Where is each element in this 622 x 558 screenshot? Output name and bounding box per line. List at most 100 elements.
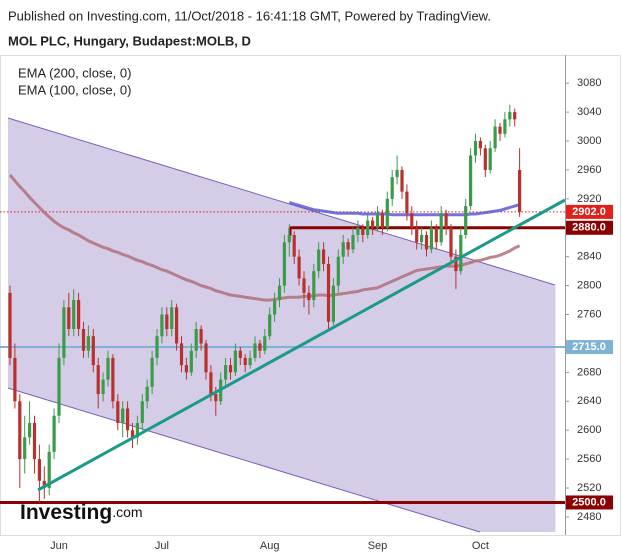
candle-body	[116, 401, 120, 423]
candle-body	[464, 206, 468, 235]
plot-frame	[0, 55, 621, 536]
candle-body	[390, 177, 394, 199]
level-label: 2902.0	[572, 206, 606, 218]
candle-body	[101, 379, 105, 395]
level-box	[566, 204, 613, 219]
candle-body	[155, 336, 159, 358]
candle-body	[13, 357, 17, 402]
candle-body	[37, 459, 41, 481]
candle-body	[449, 227, 453, 257]
candle-body	[361, 227, 365, 235]
candle-body	[282, 242, 286, 286]
level-box	[566, 220, 613, 235]
candle-body	[478, 141, 482, 149]
candle-body	[277, 285, 282, 301]
candle-body	[86, 336, 90, 351]
candle-body	[126, 408, 130, 431]
candle-body	[130, 430, 135, 438]
candle-body	[371, 220, 375, 228]
candle-body	[434, 227, 438, 243]
candle-body	[302, 278, 306, 293]
candle-body	[106, 357, 110, 380]
logo-main: Investing	[20, 501, 112, 524]
candle-body	[253, 343, 257, 358]
y-tick-label: 2600	[577, 424, 601, 436]
candle-body	[32, 422, 37, 460]
candle-body	[111, 357, 115, 402]
candle-body	[228, 365, 233, 373]
x-tick-label: Jul	[155, 540, 169, 552]
candle-body	[199, 328, 203, 344]
candle-body	[351, 235, 355, 250]
candle-body	[513, 112, 517, 120]
candle-body	[444, 213, 448, 228]
candle-body	[81, 328, 86, 351]
candle-body	[140, 401, 144, 423]
logo: Investing.com	[20, 501, 143, 524]
candle-body	[175, 307, 179, 344]
candle-body	[410, 213, 414, 228]
candle-body	[96, 365, 100, 395]
candle-body	[483, 148, 487, 170]
level-label: 2715.0	[572, 341, 606, 353]
candle-body	[233, 350, 237, 373]
candle-body	[204, 343, 208, 373]
candle-body	[52, 415, 56, 452]
candle-body	[366, 220, 370, 235]
x-tick-label: Aug	[260, 540, 280, 552]
candle-body	[346, 242, 350, 250]
candle-body	[307, 292, 311, 301]
candle-body	[72, 300, 76, 329]
candle-body	[8, 292, 12, 358]
candle-body	[189, 350, 193, 373]
level-box	[566, 340, 613, 355]
candle-body	[179, 343, 184, 366]
candle-body	[400, 169, 404, 192]
candle-body	[42, 480, 46, 489]
logo-suffix: .com	[112, 504, 142, 520]
y-tick-label: 2560	[577, 453, 601, 465]
level-label: 2880.0	[572, 222, 606, 234]
x-tick-label: Oct	[472, 540, 489, 552]
candle-body	[18, 401, 22, 460]
candle-body	[341, 242, 345, 257]
candle-body	[405, 191, 409, 214]
candle-body	[121, 408, 125, 423]
candle-body	[62, 307, 66, 358]
candle-body	[454, 256, 458, 272]
y-tick-label: 2840	[577, 251, 601, 263]
candle-body	[57, 357, 61, 416]
candle-body	[503, 119, 507, 134]
candle-body	[224, 365, 228, 380]
candle-body	[488, 148, 492, 170]
y-tick-label: 2760	[577, 308, 601, 320]
candle-body	[145, 386, 149, 402]
candle-body	[238, 350, 242, 358]
chart-title: MOL PLC, Hungary, Budapest:MOLB, D	[8, 33, 251, 48]
y-tick-label: 2480	[577, 511, 601, 523]
candle-body	[375, 213, 380, 228]
candle-body	[493, 126, 497, 149]
candle-body	[331, 285, 335, 322]
candle-body	[150, 357, 154, 387]
candle-body	[380, 213, 384, 228]
candle-body	[297, 256, 301, 279]
y-tick-label: 2960	[577, 164, 601, 176]
y-tick-label: 3080	[577, 77, 601, 89]
candle-body	[420, 235, 424, 243]
y-tick-label: 3040	[577, 106, 601, 118]
x-tick-label: Jun	[50, 540, 68, 552]
candle-body	[23, 437, 27, 460]
candle-body	[322, 249, 326, 264]
candle-body	[429, 227, 433, 250]
candle-body	[473, 141, 478, 156]
candle-body	[415, 227, 419, 243]
candle-body	[395, 169, 399, 178]
candle-body	[77, 300, 81, 329]
candle-body	[459, 235, 463, 272]
ema-line	[288, 201, 521, 217]
trend-line	[37, 198, 566, 492]
candle-body	[317, 249, 321, 272]
candle-body	[263, 336, 267, 351]
candle-body	[424, 235, 429, 250]
